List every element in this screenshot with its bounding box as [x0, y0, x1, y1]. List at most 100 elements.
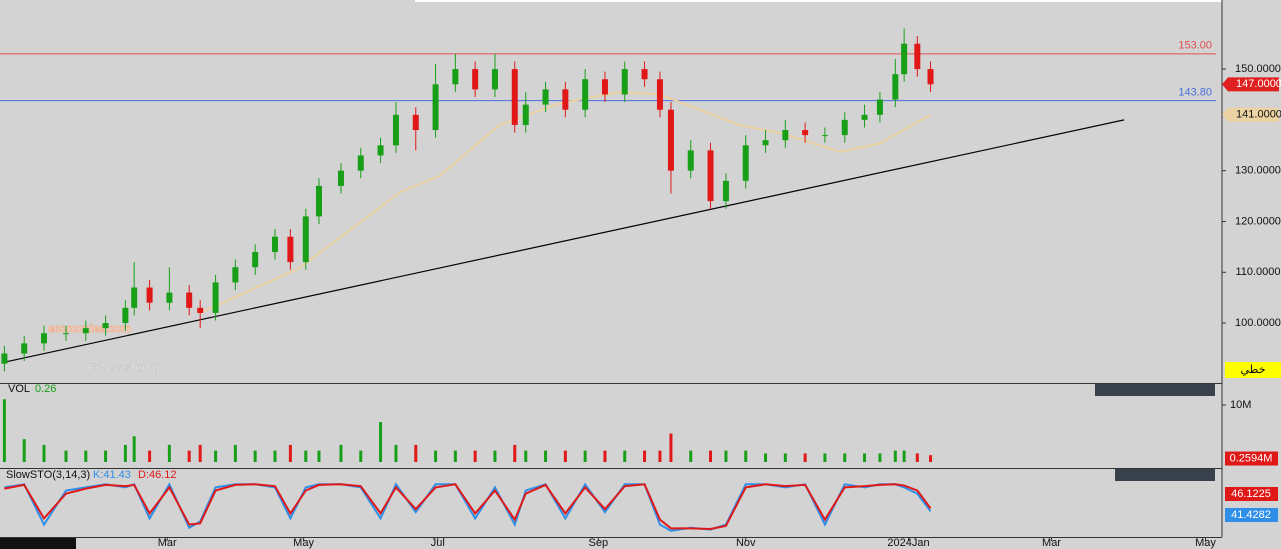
- x-tick-label: May: [293, 537, 314, 549]
- volume-bar: [823, 453, 827, 462]
- candle-body: [315, 185, 322, 217]
- volume-bar: [689, 450, 693, 462]
- volume-bar: [288, 444, 292, 462]
- x-tick-label: Sep: [589, 537, 609, 549]
- candle-body: [122, 307, 129, 324]
- candle-body: [722, 180, 729, 202]
- x-tick-label: Jul: [431, 537, 445, 549]
- volume-bar: [167, 444, 171, 462]
- volume-bar: [434, 450, 438, 462]
- volume-bar: [214, 450, 218, 462]
- y-tick-label: 110.0000: [1235, 266, 1280, 278]
- candle-body: [232, 267, 239, 283]
- volume-bar: [198, 444, 202, 462]
- volume-bar: [473, 450, 477, 462]
- candle-body: [667, 109, 674, 171]
- candle-body: [802, 130, 809, 136]
- candle-body: [621, 69, 628, 95]
- volume-badge: [1225, 451, 1278, 466]
- panel-tools: [1095, 384, 1215, 481]
- volume-bar: [453, 450, 457, 462]
- sto-badge-label: 46.1225: [1231, 488, 1271, 500]
- x-tick-label: May: [1195, 537, 1216, 549]
- candle-body: [491, 69, 498, 90]
- volume-bar: [583, 450, 587, 462]
- volume-bar: [148, 450, 152, 462]
- volume-bar: [563, 450, 567, 462]
- trendline: [4, 119, 1125, 363]
- volume-bar: [929, 455, 933, 462]
- volume-bar: [544, 450, 548, 462]
- level-label: 153.00: [1178, 40, 1212, 52]
- candle-body: [927, 69, 934, 85]
- sto-badge: [1225, 508, 1278, 522]
- mode-button[interactable]: [1225, 362, 1281, 378]
- candle-body: [62, 333, 69, 335]
- volume-bar: [709, 450, 713, 462]
- volume-bar: [744, 450, 748, 462]
- sto-badge: [1225, 487, 1278, 501]
- candle-body: [892, 74, 899, 100]
- volume-bar: [317, 450, 321, 462]
- mode-button-label[interactable]: خطي: [1241, 364, 1266, 376]
- candle-body: [472, 69, 479, 90]
- volume-bar: [803, 453, 807, 462]
- volume-bar: [658, 450, 662, 462]
- candle-body: [212, 282, 219, 313]
- tool-bar[interactable]: [1095, 384, 1215, 396]
- volume-bar: [524, 450, 528, 462]
- volume-bar: [22, 439, 26, 462]
- volume-bar: [915, 453, 919, 462]
- candle-body: [601, 79, 608, 95]
- candle-body: [432, 84, 439, 131]
- price-badge: [1222, 107, 1279, 122]
- volume-bar: [233, 444, 237, 462]
- volume-reading: 0.26: [35, 383, 56, 395]
- volume-bar: [123, 444, 127, 462]
- tool-bar[interactable]: [1115, 469, 1215, 481]
- sto-d-line: [4, 483, 932, 530]
- price-badge-label: 141.0000: [1236, 109, 1281, 121]
- volume-bar: [603, 450, 607, 462]
- candle-body: [252, 251, 259, 268]
- candle-body: [287, 236, 294, 263]
- candle-body: [914, 43, 921, 70]
- price-badge-label: 147.0000: [1236, 78, 1281, 90]
- candle-body: [357, 155, 364, 171]
- sto-badge-label: 41.4282: [1231, 509, 1271, 521]
- candle-body: [687, 150, 694, 171]
- volume-bar: [878, 453, 882, 462]
- sto-k-label: K:41.43: [93, 469, 131, 481]
- candle-body: [392, 114, 399, 146]
- candle-body: [522, 104, 529, 125]
- price-badge: [1222, 77, 1279, 92]
- volume-bar: [253, 450, 257, 462]
- candle-body: [337, 170, 344, 186]
- volume-bar: [187, 450, 191, 462]
- volume-badge-label: 0.2594M: [1230, 452, 1273, 464]
- candle-body: [186, 292, 193, 308]
- y-tick-label: 150.0000: [1235, 63, 1281, 75]
- x-tick-label: 2024Jan: [887, 537, 929, 549]
- candle-body: [841, 119, 848, 136]
- sto-title: SlowSTO(3,14,3): [6, 469, 90, 481]
- volume-bar: [902, 450, 906, 462]
- volume-bar: [623, 450, 627, 462]
- candle-body: [542, 89, 549, 105]
- time-axis-scroll: [0, 537, 76, 549]
- volume-bar: [104, 450, 108, 462]
- candle-body: [562, 89, 569, 110]
- y-tick-label: 120.0000: [1235, 215, 1281, 227]
- volume-bar: [493, 450, 497, 462]
- candle-body: [82, 328, 89, 334]
- sto-d-label: D:46.12: [138, 469, 177, 481]
- volume-bar: [669, 433, 673, 462]
- volume-bar: [394, 444, 398, 462]
- volume-bar: [2, 399, 6, 462]
- top-strip: [415, 0, 1222, 2]
- candle-body: [742, 145, 749, 181]
- candle-body: [861, 114, 868, 120]
- x-tick-label: Mar: [158, 537, 177, 549]
- candle-body: [876, 99, 883, 115]
